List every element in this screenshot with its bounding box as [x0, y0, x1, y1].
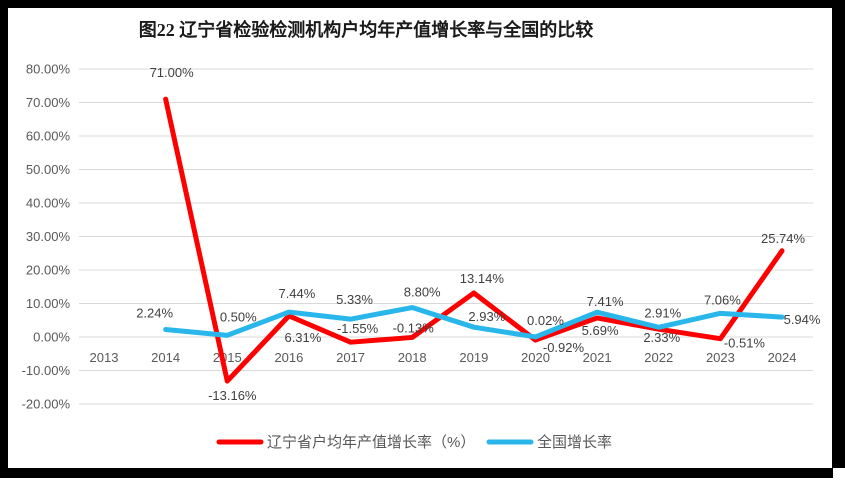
data-label-national-2016: 7.44% — [278, 286, 315, 301]
x-axis-tick-label: 2024 — [768, 350, 797, 365]
data-label-national-2023: 7.06% — [704, 292, 741, 307]
data-label-liaoning-2014: 71.00% — [150, 65, 195, 80]
data-label-liaoning-2018: -0.13% — [393, 320, 435, 335]
legend-label-liaoning: 辽宁省户均年产值增长率（%） — [267, 434, 475, 451]
y-axis-tick-label: -20.00% — [22, 397, 71, 412]
x-axis-tick-label: 2019 — [459, 350, 488, 365]
y-axis-tick-label: 60.00% — [26, 129, 71, 144]
y-axis-tick-label: 30.00% — [26, 229, 71, 244]
data-label-national-2018: 8.80% — [404, 285, 441, 300]
x-axis-tick-label: 2016 — [274, 350, 303, 365]
data-label-national-2021: 7.41% — [587, 294, 624, 309]
legend-label-national: 全国增长率 — [537, 433, 612, 451]
y-axis-tick-label: 50.00% — [26, 162, 71, 177]
y-axis-tick-label: 80.00% — [26, 62, 71, 77]
series-line-national — [163, 305, 785, 340]
data-label-national-2020: 0.02% — [527, 313, 564, 328]
chart-title: 图22 辽宁省检验检测机构户均年产值增长率与全国的比较 — [139, 19, 594, 40]
x-axis-tick-label: 2023 — [706, 350, 735, 365]
data-labels: 71.00% -13.16% 6.31% -1.55% -0.13% 13.14% -0.9… — [136, 65, 821, 403]
data-label-liaoning-2022: 2.33% — [643, 330, 680, 345]
x-axis-tick-label: 2020 — [521, 350, 550, 365]
data-label-national-2017: 5.33% — [336, 292, 373, 307]
y-axis-tick-labels: 80.00% 70.00% 60.00% 50.00% 40.00% 30.00% 20.0… — [22, 62, 71, 412]
legend: 辽宁省户均年产值增长率（%） 全国增长率 — [216, 433, 612, 451]
y-axis-tick-label: 10.00% — [26, 296, 71, 311]
y-axis-tick-label: 20.00% — [26, 263, 71, 278]
data-label-national-2015: 0.50% — [220, 309, 257, 324]
frame-right-bar — [832, 0, 845, 468]
x-axis-tick-label: 2014 — [151, 350, 180, 365]
series-lines — [163, 96, 785, 384]
frame-bottom-bar — [0, 468, 833, 478]
y-axis-tick-label: 40.00% — [26, 196, 71, 211]
frame-top-bar — [0, 0, 845, 8]
x-axis-tick-labels: 2013 2014 2015 2016 2017 2018 2019 2020 2021 2022… — [90, 350, 797, 365]
data-label-liaoning-2021: 5.69% — [582, 323, 619, 338]
data-label-national-2014: 2.24% — [136, 305, 173, 320]
data-label-national-2022: 2.91% — [644, 305, 681, 320]
gridlines — [79, 68, 813, 405]
data-label-liaoning-2016: 6.31% — [284, 330, 321, 345]
data-label-liaoning-2023: -0.51% — [724, 336, 766, 351]
data-label-liaoning-2015: -13.16% — [208, 388, 257, 403]
x-axis-tick-label: 2013 — [90, 350, 119, 365]
data-label-liaoning-2019: 13.14% — [460, 271, 505, 286]
x-axis-tick-label: 2022 — [644, 350, 673, 365]
x-axis-tick-label: 2021 — [583, 350, 612, 365]
y-axis-tick-label: 70.00% — [26, 95, 71, 110]
x-axis-tick-label: 2015 — [213, 350, 242, 365]
x-axis-tick-label: 2017 — [336, 350, 365, 365]
data-label-liaoning-2017: -1.55% — [337, 321, 379, 336]
y-axis-tick-label: -10.00% — [22, 363, 71, 378]
data-label-national-2024: 5.94% — [784, 312, 821, 327]
data-label-liaoning-2020: -0.92% — [543, 340, 585, 355]
x-axis-tick-label: 2018 — [398, 350, 427, 365]
y-axis-tick-label: 0.00% — [33, 330, 70, 345]
series-line-liaoning — [163, 96, 785, 384]
data-label-national-2019: 2.93% — [468, 309, 505, 324]
data-label-liaoning-2024: 25.74% — [761, 231, 806, 246]
frame-left-bar — [0, 0, 8, 470]
